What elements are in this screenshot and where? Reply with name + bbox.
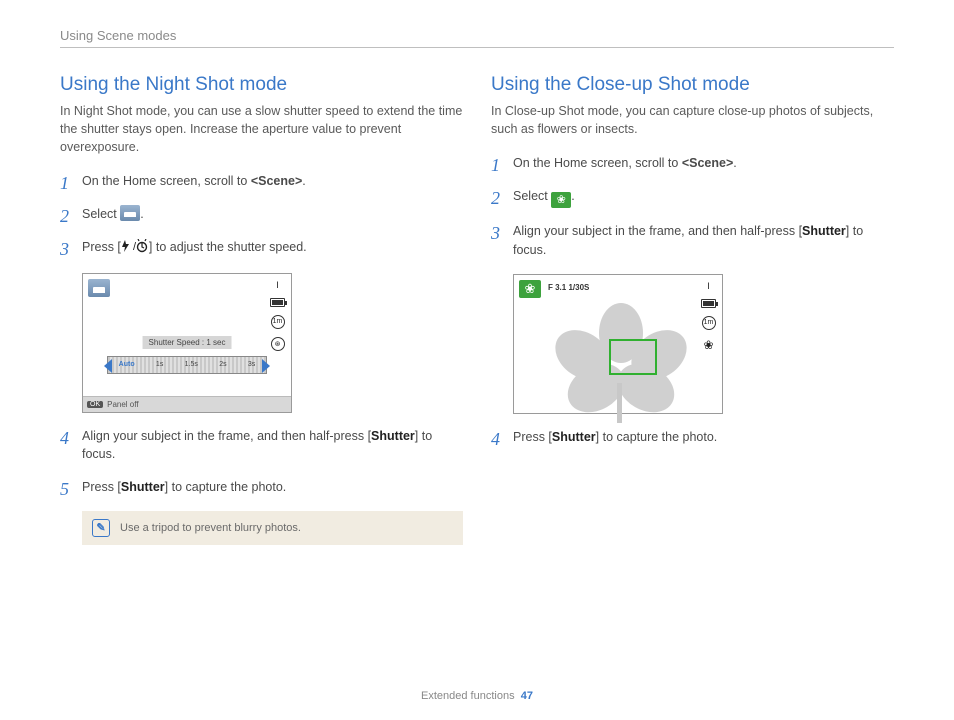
step-text: ] to capture the photo.: [596, 430, 718, 444]
step-text: .: [140, 207, 143, 221]
night-shot-heading: Using the Night Shot mode: [60, 74, 463, 96]
two-column-layout: Using the Night Shot mode In Night Shot …: [60, 74, 894, 545]
step-text: .: [302, 174, 305, 188]
note-icon: ✎: [92, 519, 110, 537]
night-shot-steps: On the Home screen, scroll to <Scene>. S…: [60, 172, 463, 258]
closeup-steps: On the Home screen, scroll to <Scene>. S…: [491, 154, 894, 259]
left-column: Using the Night Shot mode In Night Shot …: [60, 74, 463, 545]
right-column: Using the Close-up Shot mode In Close-up…: [491, 74, 894, 545]
scene-label: <Scene>: [682, 156, 733, 170]
closeup-intro: In Close-up Shot mode, you can capture c…: [491, 102, 894, 138]
slider-tick: 3s: [248, 361, 255, 368]
night-shot-screen-mock: I 1m ⊛ Shutter Speed : 1 sec Auto 1s 1.5…: [82, 273, 292, 413]
closeup-steps-cont: Press [Shutter] to capture the photo.: [491, 428, 894, 447]
step: Select .: [491, 187, 894, 208]
step: Press [ / ] to adjust the shutter speed.: [60, 238, 463, 259]
shutter-speed-label: Shutter Speed : 1 sec: [143, 336, 232, 349]
shutter-label: Shutter: [552, 430, 596, 444]
step: On the Home screen, scroll to <Scene>.: [491, 154, 894, 173]
night-mode-icon: [120, 205, 140, 221]
panel-off-bar: OK Panel off: [83, 396, 291, 412]
step-text: Select: [513, 189, 551, 203]
screen-status-bar: I 1m ⊛: [270, 280, 285, 351]
shutter-label: Shutter: [121, 480, 165, 494]
shutter-label: Shutter: [371, 429, 415, 443]
flower-illustration: [549, 303, 699, 408]
page-footer: Extended functions 47: [0, 690, 954, 702]
closeup-mode-badge-icon: [519, 280, 541, 298]
slider-tick: 2s: [219, 361, 226, 368]
closeup-mode-icon: [551, 192, 571, 208]
step-text: Align your subject in the frame, and the…: [82, 429, 371, 443]
ok-button-icon: OK: [87, 401, 103, 408]
night-shot-steps-cont: Align your subject in the frame, and the…: [60, 427, 463, 497]
page-number: 47: [521, 690, 533, 702]
step: Press [Shutter] to capture the photo.: [60, 478, 463, 497]
resolution-icon: 1m: [271, 315, 285, 329]
flash-timer-icons: /: [121, 239, 149, 259]
night-mode-badge-icon: [88, 279, 110, 297]
step-text: Align your subject in the frame, and the…: [513, 224, 802, 238]
step-text: .: [733, 156, 736, 170]
step-text: Select: [82, 207, 120, 221]
signal-icon: I: [707, 281, 710, 291]
signal-icon: I: [276, 280, 279, 290]
flash-indicator-icon: ⊛: [271, 337, 285, 351]
screen-status-bar: I 1m ❀: [701, 281, 716, 352]
step-text: On the Home screen, scroll to: [82, 174, 251, 188]
exif-readout: F 3.1 1/30S: [548, 283, 589, 292]
step-text: Press [: [82, 240, 121, 254]
step-text: Press [: [513, 430, 552, 444]
step-text: .: [571, 189, 574, 203]
slider-tick: 1s: [156, 361, 163, 368]
scene-label: <Scene>: [251, 174, 302, 188]
battery-icon: [701, 299, 716, 308]
resolution-icon: 1m: [702, 316, 716, 330]
slider-tick: Auto: [119, 361, 135, 368]
step: Press [Shutter] to capture the photo.: [491, 428, 894, 447]
step: On the Home screen, scroll to <Scene>.: [60, 172, 463, 191]
step-text: Press [: [82, 480, 121, 494]
step: Align your subject in the frame, and the…: [491, 222, 894, 260]
svg-text:/: /: [133, 241, 137, 253]
focus-box-icon: [609, 339, 657, 375]
tip-text: Use a tripod to prevent blurry photos.: [120, 522, 301, 534]
footer-section: Extended functions: [421, 690, 515, 702]
slider-tick: 1.5s: [185, 361, 198, 368]
night-shot-intro: In Night Shot mode, you can use a slow s…: [60, 102, 463, 156]
panel-off-label: Panel off: [107, 400, 138, 409]
step: Align your subject in the frame, and the…: [60, 427, 463, 465]
step-text: ] to capture the photo.: [165, 480, 287, 494]
battery-icon: [270, 298, 285, 307]
shutter-label: Shutter: [802, 224, 846, 238]
closeup-screen-mock: F 3.1 1/30S I 1m ❀: [513, 274, 723, 414]
tripod-tip: ✎ Use a tripod to prevent blurry photos.: [82, 511, 463, 545]
breadcrumb: Using Scene modes: [60, 28, 894, 47]
divider: [60, 47, 894, 48]
shutter-speed-slider: Auto 1s 1.5s 2s 3s: [107, 356, 267, 374]
step-text: On the Home screen, scroll to: [513, 156, 682, 170]
step-text: ] to adjust the shutter speed.: [149, 240, 307, 254]
closeup-heading: Using the Close-up Shot mode: [491, 74, 894, 96]
step: Select .: [60, 205, 463, 224]
macro-indicator-icon: ❀: [703, 338, 713, 352]
